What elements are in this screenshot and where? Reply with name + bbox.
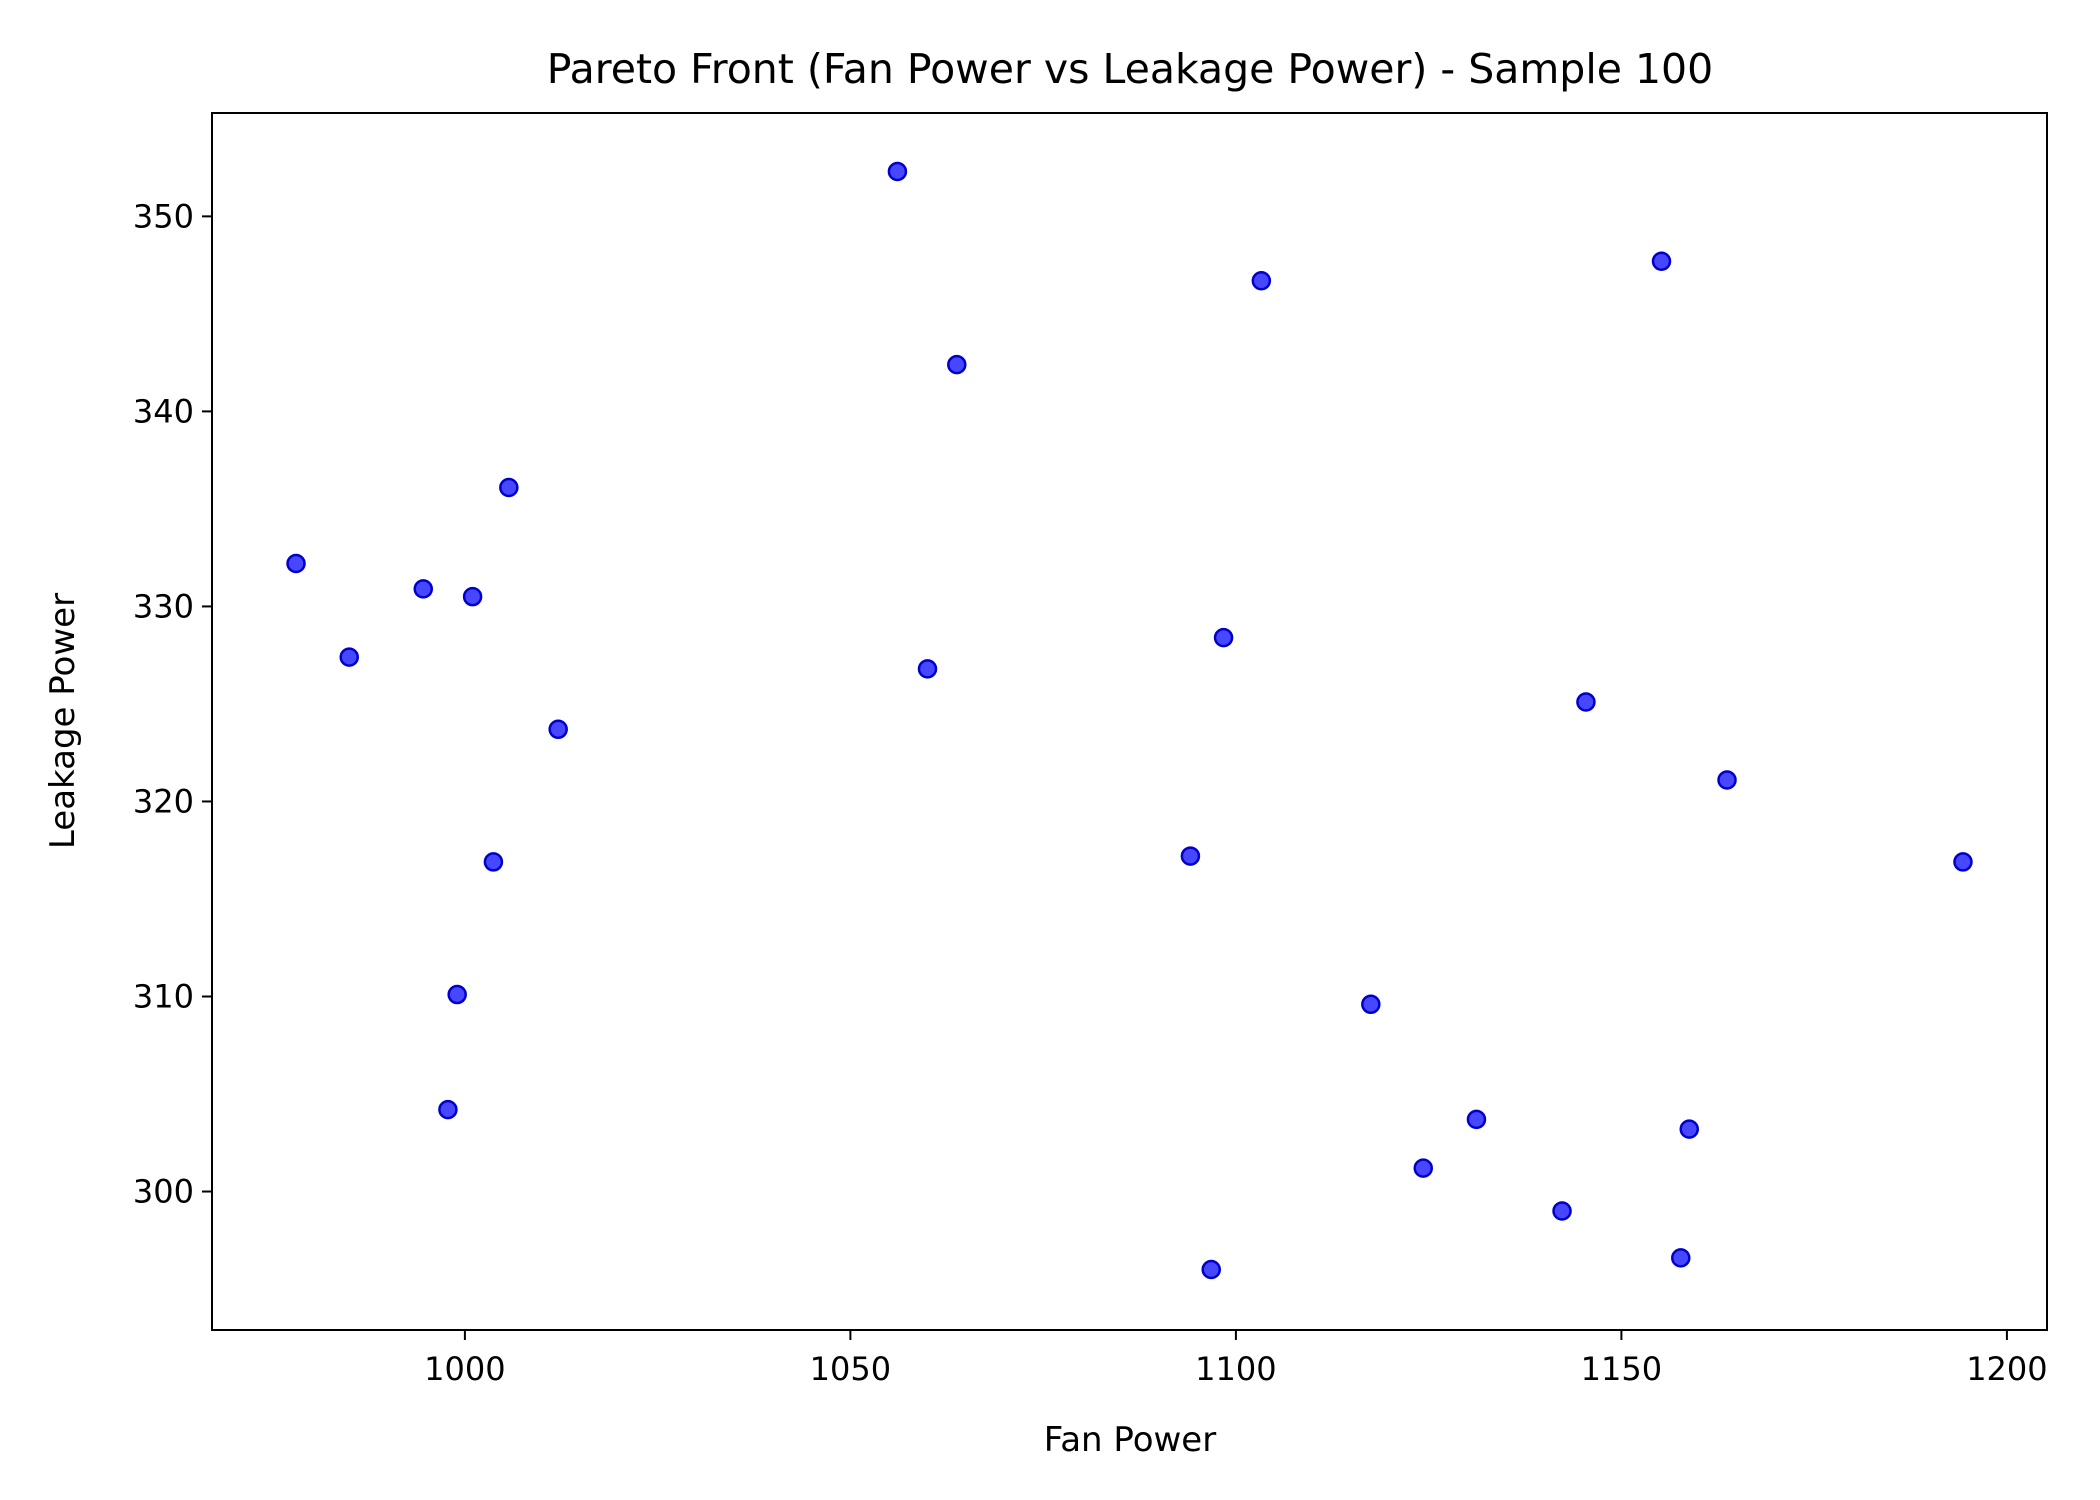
data-point	[1466, 1109, 1487, 1130]
data-point	[286, 553, 306, 574]
data-point	[1651, 251, 1672, 271]
y-axis-label: Leakage Power	[43, 593, 83, 849]
data-point	[1679, 1119, 1700, 1139]
data-point	[438, 1099, 458, 1120]
data-point	[1671, 1248, 1691, 1268]
x-tick-label: 1000	[424, 1350, 505, 1388]
x-tick-label: 1150	[1581, 1350, 1662, 1388]
data-point	[1361, 994, 1381, 1015]
data-point	[1576, 692, 1596, 712]
data-point	[413, 579, 434, 599]
y-tick-label: 330	[133, 587, 194, 625]
plot-background	[212, 113, 2047, 1330]
data-point	[887, 161, 908, 182]
data-point	[1201, 1259, 1221, 1280]
x-tick-label: 1100	[1195, 1350, 1276, 1388]
y-tick-label: 310	[133, 977, 194, 1015]
x-axis-label: Fan Power	[1044, 1420, 1216, 1460]
data-point	[548, 719, 568, 740]
data-point	[447, 984, 467, 1005]
data-point	[1717, 770, 1737, 790]
x-tick-label: 1050	[810, 1350, 891, 1388]
x-tick-label: 1200	[1966, 1350, 2047, 1388]
data-point	[499, 477, 519, 498]
data-point	[1213, 627, 1234, 648]
data-point	[1251, 270, 1272, 291]
data-point	[1552, 1201, 1572, 1221]
y-axis-ticks: 300 310 320 330 340 350	[133, 197, 212, 1211]
x-axis-ticks: 1000 1050 1100 1150 1200	[424, 1330, 2048, 1388]
data-point	[339, 647, 359, 667]
data-point	[1953, 852, 1973, 872]
y-tick-label: 350	[133, 197, 194, 235]
data-point	[462, 586, 483, 607]
y-tick-label: 300	[133, 1173, 194, 1211]
data-point	[947, 354, 967, 375]
y-tick-label: 340	[133, 392, 194, 430]
data-point	[1413, 1158, 1434, 1178]
data-points	[286, 161, 1973, 1280]
plot-area	[212, 113, 2047, 1330]
data-point	[917, 659, 938, 679]
plot-frame	[211, 112, 2048, 1331]
data-point	[1180, 846, 1201, 866]
y-tick-label: 320	[133, 782, 194, 820]
chart-title: Pareto Front (Fan Power vs Leakage Power…	[547, 45, 1713, 93]
data-point	[483, 852, 504, 872]
